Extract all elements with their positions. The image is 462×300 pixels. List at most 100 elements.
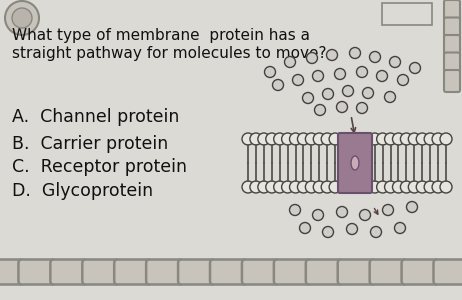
Circle shape: [303, 92, 314, 104]
FancyBboxPatch shape: [444, 35, 460, 57]
FancyBboxPatch shape: [146, 260, 183, 284]
Circle shape: [407, 202, 418, 212]
Circle shape: [298, 133, 310, 145]
Circle shape: [416, 181, 428, 193]
Circle shape: [359, 209, 371, 220]
Circle shape: [242, 133, 254, 145]
FancyBboxPatch shape: [18, 260, 55, 284]
Circle shape: [334, 68, 346, 80]
FancyBboxPatch shape: [210, 260, 247, 284]
Circle shape: [401, 133, 413, 145]
Text: B.  Carrier protein: B. Carrier protein: [12, 135, 168, 153]
Circle shape: [290, 205, 300, 215]
Circle shape: [384, 92, 395, 103]
Circle shape: [371, 226, 382, 238]
Circle shape: [313, 181, 325, 193]
Circle shape: [306, 52, 317, 64]
Circle shape: [274, 181, 286, 193]
Circle shape: [273, 80, 284, 91]
Circle shape: [383, 205, 394, 215]
Circle shape: [369, 181, 381, 193]
FancyBboxPatch shape: [178, 260, 215, 284]
Circle shape: [266, 181, 278, 193]
Circle shape: [370, 52, 381, 62]
Circle shape: [408, 181, 420, 193]
Circle shape: [377, 133, 389, 145]
Circle shape: [432, 181, 444, 193]
Circle shape: [346, 224, 358, 235]
Text: D.  Glycoprotein: D. Glycoprotein: [12, 182, 153, 200]
Circle shape: [274, 133, 286, 145]
FancyBboxPatch shape: [444, 17, 460, 40]
Circle shape: [299, 223, 310, 233]
FancyBboxPatch shape: [433, 260, 462, 284]
FancyBboxPatch shape: [242, 260, 279, 284]
Circle shape: [393, 133, 404, 145]
FancyBboxPatch shape: [82, 260, 119, 284]
FancyBboxPatch shape: [114, 260, 151, 284]
Circle shape: [315, 104, 326, 116]
Circle shape: [12, 8, 32, 28]
Text: A.  Channel protein: A. Channel protein: [12, 108, 179, 126]
FancyBboxPatch shape: [306, 260, 343, 284]
Text: C.  Receptor protein: C. Receptor protein: [12, 158, 187, 176]
Circle shape: [282, 181, 293, 193]
Circle shape: [329, 181, 341, 193]
Circle shape: [389, 56, 401, 68]
FancyBboxPatch shape: [50, 260, 87, 284]
FancyBboxPatch shape: [370, 260, 407, 284]
Circle shape: [305, 181, 317, 193]
Circle shape: [424, 181, 436, 193]
Circle shape: [357, 103, 367, 113]
Circle shape: [250, 181, 262, 193]
Circle shape: [321, 181, 333, 193]
Circle shape: [349, 47, 360, 58]
Circle shape: [265, 67, 275, 77]
Circle shape: [393, 181, 404, 193]
Circle shape: [432, 133, 444, 145]
Circle shape: [322, 88, 334, 100]
FancyBboxPatch shape: [274, 260, 311, 284]
Circle shape: [440, 133, 452, 145]
Circle shape: [305, 133, 317, 145]
Circle shape: [409, 62, 420, 74]
Circle shape: [342, 85, 353, 97]
Circle shape: [408, 133, 420, 145]
Circle shape: [250, 133, 262, 145]
Circle shape: [384, 133, 396, 145]
Circle shape: [290, 133, 302, 145]
FancyBboxPatch shape: [444, 70, 460, 92]
Circle shape: [292, 74, 304, 86]
Circle shape: [312, 209, 323, 220]
Circle shape: [313, 133, 325, 145]
Circle shape: [363, 88, 373, 98]
Circle shape: [290, 181, 302, 193]
FancyBboxPatch shape: [338, 260, 375, 284]
Circle shape: [416, 133, 428, 145]
FancyBboxPatch shape: [444, 52, 460, 74]
Circle shape: [336, 206, 347, 218]
Ellipse shape: [351, 156, 359, 170]
Circle shape: [266, 133, 278, 145]
Circle shape: [401, 181, 413, 193]
Circle shape: [258, 181, 270, 193]
Circle shape: [327, 50, 338, 61]
FancyBboxPatch shape: [0, 260, 24, 284]
Text: What type of membrane  protein has a: What type of membrane protein has a: [12, 28, 310, 43]
Circle shape: [298, 181, 310, 193]
Circle shape: [242, 181, 254, 193]
Circle shape: [336, 101, 347, 112]
Circle shape: [397, 74, 408, 86]
Circle shape: [285, 56, 296, 68]
Circle shape: [322, 226, 334, 238]
Circle shape: [424, 133, 436, 145]
Circle shape: [282, 133, 293, 145]
Circle shape: [440, 181, 452, 193]
Circle shape: [377, 181, 389, 193]
Circle shape: [384, 181, 396, 193]
Circle shape: [329, 133, 341, 145]
Circle shape: [377, 70, 388, 82]
FancyBboxPatch shape: [444, 0, 460, 22]
Circle shape: [357, 67, 367, 77]
Circle shape: [5, 1, 39, 35]
